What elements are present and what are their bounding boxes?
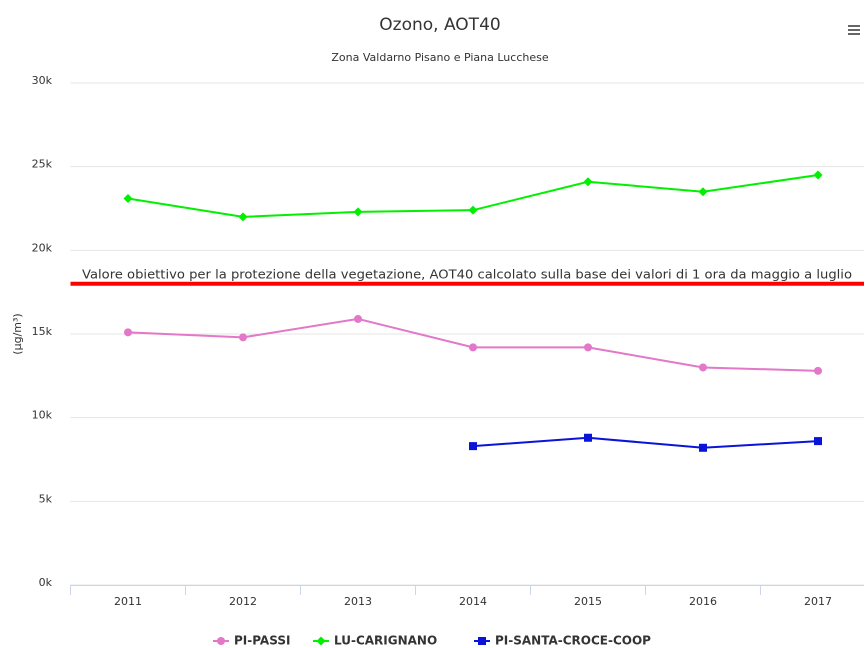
point xyxy=(469,442,477,451)
point xyxy=(239,333,247,342)
legend-label: LU-CARIGNANO xyxy=(334,634,437,648)
point xyxy=(217,637,225,645)
y-tick-label: 20k xyxy=(32,241,53,254)
chart-title: Ozono, AOT40 xyxy=(379,15,500,35)
legend-item[interactable]: LU-CARIGNANO xyxy=(313,634,437,648)
legend-item[interactable]: PI-SANTA-CROCE-COOP xyxy=(474,634,651,648)
y-axis-label: (µg/m³) xyxy=(11,313,24,354)
menu-icon[interactable] xyxy=(848,25,860,35)
reference-line-label: Valore obiettivo per la protezione della… xyxy=(82,267,852,281)
point xyxy=(238,212,248,222)
point xyxy=(699,363,707,372)
point xyxy=(469,343,477,352)
point xyxy=(478,637,486,645)
point xyxy=(124,328,132,337)
point xyxy=(584,343,592,352)
series-line xyxy=(472,436,819,449)
point xyxy=(583,177,593,187)
legend-label: PI-SANTA-CROCE-COOP xyxy=(495,634,651,648)
point xyxy=(354,314,362,323)
series xyxy=(123,170,823,222)
y-tick-label: 30k xyxy=(32,74,53,87)
point xyxy=(316,636,326,646)
menu-bar xyxy=(848,29,860,31)
x-tick-label: 2015 xyxy=(574,595,602,608)
x-tick-label: 2014 xyxy=(459,595,487,608)
y-tick-label: 15k xyxy=(32,325,53,338)
x-tick-label: 2013 xyxy=(344,595,372,608)
legend-label: PI-PASSI xyxy=(234,634,290,648)
x-tick-label: 2016 xyxy=(689,595,717,608)
y-tick-label: 5k xyxy=(39,492,53,505)
point xyxy=(584,433,592,442)
chart-subtitle: Zona Valdarno Pisano e Piana Lucchese xyxy=(331,51,548,64)
x-tick-label: 2017 xyxy=(804,595,832,608)
legend-item[interactable]: PI-PASSI xyxy=(213,634,290,648)
point xyxy=(814,366,822,375)
point xyxy=(813,170,823,180)
x-tick-label: 2011 xyxy=(114,595,142,608)
point xyxy=(123,193,133,203)
series xyxy=(124,314,822,375)
point xyxy=(814,437,822,446)
menu-bar xyxy=(848,33,860,35)
point xyxy=(468,205,478,215)
x-tick-label: 2012 xyxy=(229,595,257,608)
menu-bar xyxy=(848,25,860,27)
series xyxy=(469,433,822,452)
y-tick-label: 25k xyxy=(32,158,53,171)
point xyxy=(699,443,707,452)
y-tick-label: 0k xyxy=(39,576,53,589)
point xyxy=(353,207,363,217)
y-tick-label: 10k xyxy=(32,409,53,422)
point xyxy=(698,187,708,197)
